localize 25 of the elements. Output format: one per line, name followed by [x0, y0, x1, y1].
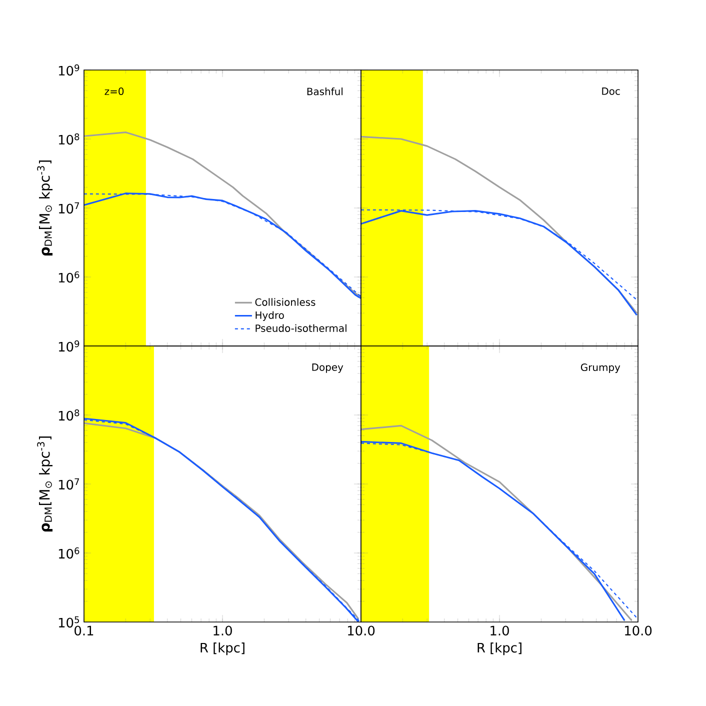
text: Dopey	[312, 364, 344, 373]
text: Doc	[602, 88, 620, 95]
y-tick-label: 10$^{7}$	[58, 478, 79, 490]
y-axis-title: ρ$_{DM}$[M$_{⊙}$ kpc$^{-3}$]	[37, 436, 52, 532]
y-tick-label: 10$^{6}$	[58, 547, 80, 559]
x-tick-label: 0.1	[74, 626, 94, 636]
annotation: z=0	[104, 88, 124, 96]
y-tick-label: 10$^{9}$	[58, 64, 80, 76]
y-tick-label: 10$^{8}$	[58, 409, 80, 421]
text: Bashful	[307, 88, 342, 96]
x-tick-label: 1.0	[490, 626, 509, 636]
x-tick-label: 10.0	[348, 626, 375, 636]
legend-label: Collisionless	[255, 298, 316, 306]
y-tick-label: 10$^{8}$	[58, 133, 80, 145]
y-tick-label: 10$^{7}$	[58, 202, 79, 214]
y-tick-label: 10$^{6}$	[58, 271, 80, 283]
x-axis-title: R [kpc]	[478, 642, 522, 656]
legend-label: Hydro	[256, 311, 284, 321]
text: Grumpy	[580, 364, 620, 373]
x-axis-title: R [kpc]	[200, 642, 244, 656]
legend-label: Pseudo-isothermal	[256, 324, 346, 332]
y-tick-label: 10$^{9}$	[58, 340, 80, 352]
x-tick-label: 10.0	[625, 626, 652, 636]
x-tick-label: 1.0	[214, 626, 232, 636]
y-axis-title: ρ$_{DM}$[M$_{⊙}$ kpc$^{-3}$]	[37, 160, 52, 256]
